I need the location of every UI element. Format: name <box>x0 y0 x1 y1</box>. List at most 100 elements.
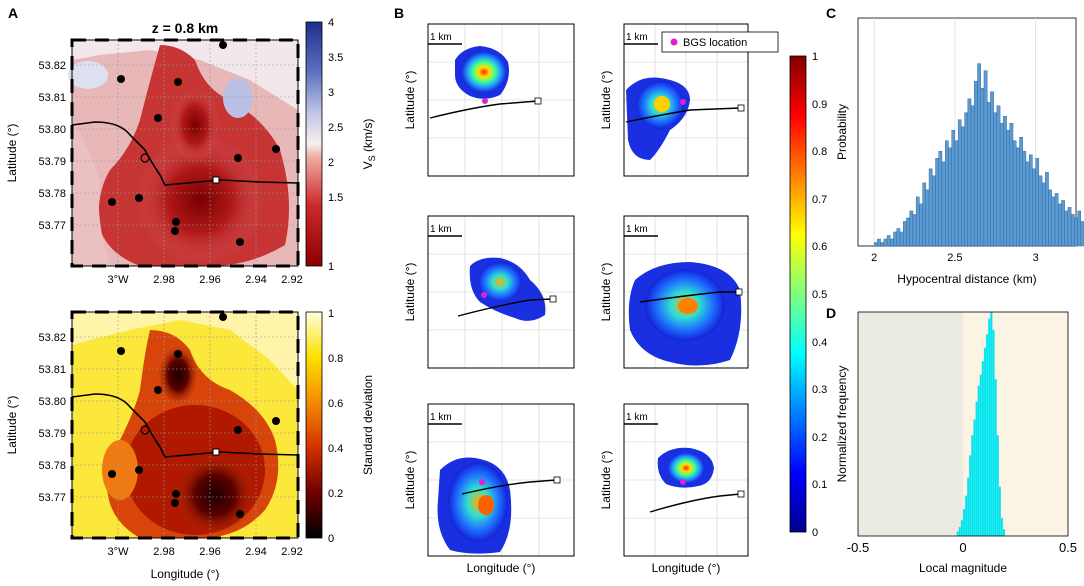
loc-map-3-ylabel: Latitude (°) <box>403 263 417 322</box>
svg-text:2.96: 2.96 <box>199 274 220 286</box>
histogram-d-bar <box>971 435 974 537</box>
histogram-c-bar <box>1038 175 1043 247</box>
loc-map-6: 1 km <box>623 403 749 557</box>
histogram-c-bar <box>957 119 962 247</box>
histogram-c-bar <box>999 123 1004 247</box>
histogram-d-bar <box>960 520 964 537</box>
histogram-c-bar <box>873 242 878 247</box>
vs-map <box>68 38 300 268</box>
histogram-c-bar <box>1019 137 1023 247</box>
loc-map-1-ylabel: Latitude (°) <box>403 71 417 130</box>
histogram-c-bar <box>996 105 1001 247</box>
svg-text:3°W: 3°W <box>108 546 130 558</box>
histogram-d-bar <box>973 419 976 537</box>
svg-text:53.80: 53.80 <box>38 396 66 408</box>
histogram-d-bar <box>981 361 985 537</box>
histogram-c-bar <box>938 151 943 247</box>
histogram-c-xlabel: Hypocentral distance (km) <box>897 272 1036 286</box>
svg-text:0.4: 0.4 <box>328 443 343 455</box>
svg-text:1: 1 <box>328 261 334 273</box>
histogram-c-bar <box>935 158 939 247</box>
svg-text:53.82: 53.82 <box>38 60 66 72</box>
svg-text:1: 1 <box>812 51 818 63</box>
histogram-d-xtick: 0 <box>959 540 966 555</box>
histogram-d-bar <box>1002 529 1006 537</box>
svg-text:3.5: 3.5 <box>328 52 343 64</box>
histogram-d-bar <box>990 311 993 537</box>
histogram-c-bar <box>1061 200 1065 247</box>
histogram-d-bar <box>985 334 989 537</box>
histogram-c-bar <box>932 175 936 247</box>
loc-map-4: 1 km <box>623 215 749 369</box>
histogram-c-xticks: 2 2.5 3 <box>871 252 1039 264</box>
histogram-d <box>857 311 1069 537</box>
histogram-d-bar <box>956 531 959 537</box>
histogram-c-bar <box>967 98 972 247</box>
svg-text:1.5: 1.5 <box>328 192 343 204</box>
svg-text:3°W: 3°W <box>108 274 130 286</box>
histogram-c-bar <box>1009 123 1014 247</box>
svg-text:4: 4 <box>328 17 334 29</box>
histogram-c-xtick: 3 <box>1033 252 1039 264</box>
histogram-d-bar <box>996 435 999 537</box>
histogram-c-bar <box>1003 116 1007 247</box>
loc-map-5-ylabel: Latitude (°) <box>403 451 417 510</box>
histogram-c-bar <box>951 130 956 247</box>
histogram-d-bar <box>988 318 991 537</box>
svg-text:0.2: 0.2 <box>328 488 343 500</box>
svg-text:0.5: 0.5 <box>812 289 827 301</box>
histogram-c-bar <box>893 231 897 247</box>
histogram-c-bar <box>903 221 907 247</box>
loc-map-6-xlabel: Longitude (°) <box>652 561 721 575</box>
svg-text:53.81: 53.81 <box>38 92 66 104</box>
histogram-c-bar <box>954 140 959 247</box>
histogram-c-bar <box>1080 221 1084 247</box>
svg-text:0.4: 0.4 <box>812 337 827 349</box>
histogram-c-bar <box>877 238 881 247</box>
svg-text:0.8: 0.8 <box>812 146 827 158</box>
loc-map-3: 1 km <box>427 215 575 369</box>
histogram-c-bar <box>1058 203 1062 247</box>
svg-text:2.96: 2.96 <box>199 546 220 558</box>
histogram-c-ylabel: Probability <box>835 104 849 160</box>
svg-text:1 km: 1 km <box>626 412 648 423</box>
histogram-c-bar <box>890 238 894 247</box>
vs-map-ylabel: Latitude (°) <box>5 124 19 183</box>
svg-text:53.79: 53.79 <box>38 156 66 168</box>
svg-text:0: 0 <box>328 533 334 545</box>
svg-text:1 km: 1 km <box>626 224 648 235</box>
histogram-c-bar <box>970 105 975 247</box>
probability-colorbar: 1 0.9 0.8 0.7 0.6 0.5 0.4 0.3 0.2 0.1 0 <box>789 51 827 539</box>
histogram-d-bar <box>964 495 968 537</box>
svg-text:0.6: 0.6 <box>328 398 343 410</box>
loc-map-1: 1 km <box>427 23 575 177</box>
svg-text:3: 3 <box>328 87 334 99</box>
histogram-c-bar <box>1016 147 1020 247</box>
histogram-c-xtick: 2 <box>871 252 877 264</box>
histogram-d-bar <box>975 401 978 537</box>
histogram-c-xtick: 2.5 <box>947 252 962 264</box>
histogram-d-bar <box>1000 517 1004 537</box>
histogram-c-bar <box>1054 193 1059 247</box>
histogram-c-bar <box>1045 172 1049 247</box>
histogram-c-bar <box>922 182 927 247</box>
svg-text:53.78: 53.78 <box>38 460 66 472</box>
histogram-c-bar <box>974 80 978 247</box>
histogram-d-bar <box>969 455 972 537</box>
histogram-c-bar <box>928 168 933 247</box>
histogram-c-bar <box>1064 210 1069 247</box>
svg-text:Standard deviation: Standard deviation <box>361 375 375 475</box>
histogram-c-bar <box>983 70 988 247</box>
svg-text:53.82: 53.82 <box>38 332 66 344</box>
histogram-d-bar <box>977 385 980 537</box>
histogram-c-bar <box>912 214 917 247</box>
sd-colorbar: 1 0.8 0.6 0.4 0.2 0 Standard deviation <box>305 308 375 545</box>
svg-text:2.98: 2.98 <box>153 274 174 286</box>
svg-text:53.79: 53.79 <box>38 428 66 440</box>
histogram-c-bar <box>896 228 901 247</box>
histogram-d-xtick: -0.5 <box>847 540 869 555</box>
svg-text:2.94: 2.94 <box>245 274 266 286</box>
histogram-d-xticks: -0.5 0 0.5 <box>847 540 1077 555</box>
histogram-c-bar <box>1028 154 1033 247</box>
svg-text:0: 0 <box>812 527 818 539</box>
